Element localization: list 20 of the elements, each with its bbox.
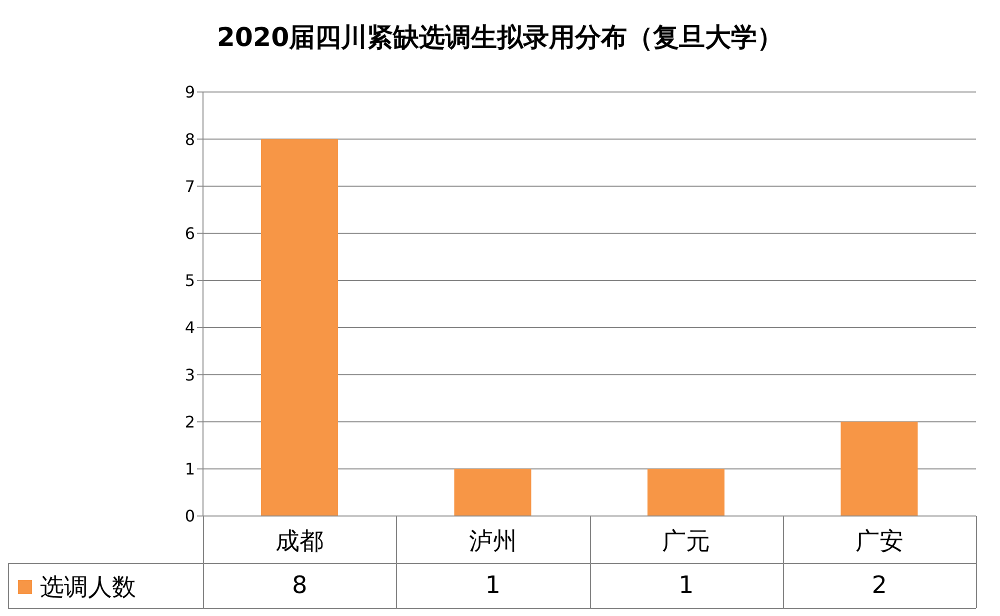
- data-label: 1: [484, 571, 502, 599]
- x-tick-label: 泸州: [468, 527, 517, 556]
- data-label: 8: [290, 571, 308, 599]
- chart-title: 2020届四川紧缺选调生拟录用分布（复旦大学）: [216, 22, 784, 55]
- data-label: 1: [677, 571, 695, 599]
- legend-label: 选调人数: [40, 572, 136, 603]
- y-tick-label: 8: [184, 130, 195, 149]
- x-tick-label: 广元: [662, 527, 710, 556]
- data-label: 2: [870, 571, 888, 599]
- x-tick-label: 广安: [855, 527, 904, 556]
- x-tick-label: 成都: [276, 527, 324, 556]
- y-tick-label: 7: [184, 176, 195, 196]
- y-tick-label: 1: [184, 460, 195, 479]
- y-tick-label: 0: [184, 506, 195, 526]
- y-tick-label: 6: [184, 224, 195, 244]
- y-tick-label: 4: [184, 318, 195, 338]
- y-tick-label: 9: [184, 82, 195, 102]
- y-tick-label: 3: [184, 365, 195, 384]
- y-tick-label: 5: [184, 271, 195, 290]
- y-tick-label: 2: [184, 412, 195, 432]
